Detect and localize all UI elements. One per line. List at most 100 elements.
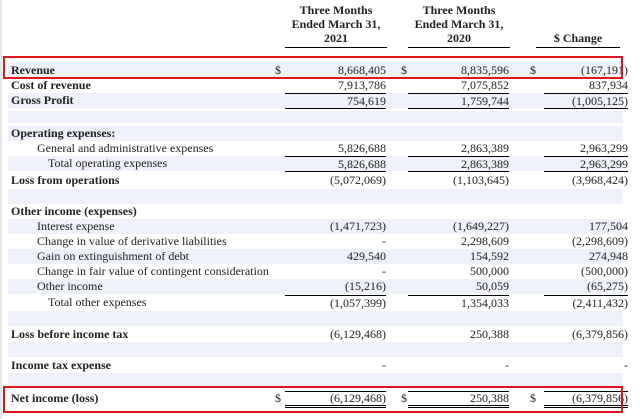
row-label: Revenue xyxy=(11,63,55,77)
value-2021: (1,057,399) xyxy=(285,295,386,311)
value-2021: 5,826,688 xyxy=(338,141,386,155)
value-2020: - xyxy=(505,358,509,372)
value-2020: 500,000 xyxy=(470,264,509,278)
header-line: Ended March 31, xyxy=(414,17,504,31)
value-2020: 2,863,389 xyxy=(408,156,509,172)
row-net-income: Net income (loss) $ (6,129,468) $ 250,38… xyxy=(8,391,628,408)
revenue-highlight-box xyxy=(3,56,623,79)
spacer-row xyxy=(8,373,623,388)
value-2020: 154,592 xyxy=(470,249,509,263)
value-2020: 2,863,389 xyxy=(461,141,509,155)
value-change: (65,275) xyxy=(587,279,628,293)
row-revenue: Revenue $ 8,668,405 $ 8,835,596 $ (167,1… xyxy=(8,63,628,78)
column-header-change: $ Change xyxy=(536,31,620,48)
row-gross-profit: Gross Profit 754,619 1,759,744 (1,005,12… xyxy=(8,93,628,109)
row-contingent-consideration: Change in fair value of contingent consi… xyxy=(8,264,628,279)
row-label: Loss before income tax xyxy=(11,327,129,341)
row-total-other-expenses: Total other expenses (1,057,399) 1,354,0… xyxy=(8,295,628,311)
row-label: Loss from operations xyxy=(11,173,120,187)
value-2021: - xyxy=(382,234,386,248)
row-label: Interest expense xyxy=(37,219,115,233)
row-gain-extinguishment: Gain on extinguishment of debt 429,540 1… xyxy=(8,249,628,264)
value-change: (3,968,424) xyxy=(572,173,628,187)
value-2021: - xyxy=(382,264,386,278)
column-header-2020: Three Months Ended March 31, 2020 xyxy=(408,3,510,48)
header-line: Three Months xyxy=(299,3,373,17)
header-underline xyxy=(408,47,510,48)
dollar-sign: $ xyxy=(530,63,536,77)
dollar-sign: $ xyxy=(530,391,536,405)
row-label: Net income (loss) xyxy=(11,391,99,405)
row-label: Gain on extinguishment of debt xyxy=(37,249,189,263)
row-total-operating-expenses: Total operating expenses 5,826,688 2,863… xyxy=(8,156,628,172)
value-change: 2,963,299 xyxy=(580,141,628,155)
header-line: $ Change xyxy=(553,31,603,45)
value-2020: 7,075,852 xyxy=(461,78,509,92)
row-other-income: Other income (15,216) 50,059 (65,275) xyxy=(8,279,628,294)
value-2020: 8,835,596 xyxy=(461,63,509,77)
header-line: 2020 xyxy=(447,31,471,45)
section-heading: Operating expenses: xyxy=(11,126,116,140)
header-line: Ended March 31, xyxy=(291,17,381,31)
dollar-sign: $ xyxy=(275,391,281,405)
row-label: Total operating expenses xyxy=(48,156,168,170)
value-2021: 754,619 xyxy=(285,93,386,109)
header-line: 2021 xyxy=(324,31,348,45)
net-income-highlight-box xyxy=(3,386,623,413)
value-change: 177,504 xyxy=(589,219,628,233)
value-2020: 2,298,609 xyxy=(461,234,509,248)
value-2020: (1,649,227) xyxy=(453,219,509,233)
value-2021: 7,913,786 xyxy=(338,78,386,92)
value-change: (1,005,125) xyxy=(544,93,628,109)
row-label: Total other expenses xyxy=(48,295,147,309)
header-underline xyxy=(285,47,387,48)
row-label: Income tax expense xyxy=(11,358,111,372)
row-label: Change in value of derivative liabilitie… xyxy=(37,234,227,248)
value-change: (2,298,609) xyxy=(572,234,628,248)
value-2021: (1,471,723) xyxy=(330,219,386,233)
value-change: (6,379,856) xyxy=(544,391,628,408)
value-change: - xyxy=(624,358,628,372)
value-2021: 429,540 xyxy=(347,249,386,263)
row-general-administrative: General and administrative expenses 5,82… xyxy=(8,141,628,156)
value-change: 274,948 xyxy=(589,249,628,263)
value-change: 837,934 xyxy=(589,78,628,92)
header-line: Three Months xyxy=(422,3,496,17)
row-label: Cost of revenue xyxy=(11,78,91,92)
value-change: (2,411,432) xyxy=(544,295,628,311)
value-2020: (1,103,645) xyxy=(453,173,509,187)
spacer-row xyxy=(8,189,623,204)
value-change: (500,000) xyxy=(581,264,628,278)
row-label: Other income xyxy=(37,279,103,293)
value-2021: (15,216) xyxy=(345,279,386,293)
row-loss-before-tax: Loss before income tax (6,129,468) 250,3… xyxy=(8,327,628,342)
value-change: 2,963,299 xyxy=(544,156,628,172)
value-change: (167,191) xyxy=(581,63,628,77)
row-cost-of-revenue: Cost of revenue 7,913,786 7,075,852 837,… xyxy=(8,78,628,93)
spacer-row xyxy=(8,311,623,326)
value-change: (6,379,856) xyxy=(572,327,628,341)
row-label: Gross Profit xyxy=(11,93,74,107)
row-other-income-header: Other income (expenses) xyxy=(8,204,623,219)
row-loss-from-operations: Loss from operations (5,072,069) (1,103,… xyxy=(8,173,628,188)
value-2020: 1,354,033 xyxy=(408,295,509,311)
value-2020: 250,388 xyxy=(470,327,509,341)
row-label: Change in fair value of contingent consi… xyxy=(37,264,269,278)
value-2021: (6,129,468) xyxy=(330,327,386,341)
row-operating-expenses-header: Operating expenses: xyxy=(8,126,623,141)
value-2021: - xyxy=(382,358,386,372)
value-2021: (6,129,468) xyxy=(285,391,386,408)
value-2020: 250,388 xyxy=(408,391,509,408)
value-2021: 5,826,688 xyxy=(285,156,386,172)
dollar-sign: $ xyxy=(275,63,281,77)
row-income-tax: Income tax expense - - - xyxy=(8,358,628,373)
dollar-sign: $ xyxy=(401,391,407,405)
row-label: General and administrative expenses xyxy=(37,141,214,155)
spacer-row xyxy=(8,111,623,123)
dollar-sign: $ xyxy=(401,63,407,77)
value-2021: (5,072,069) xyxy=(330,173,386,187)
header-underline xyxy=(536,47,620,48)
column-header-2021: Three Months Ended March 31, 2021 xyxy=(285,3,387,48)
spacer-row xyxy=(8,342,623,357)
value-2021: 8,668,405 xyxy=(338,63,386,77)
